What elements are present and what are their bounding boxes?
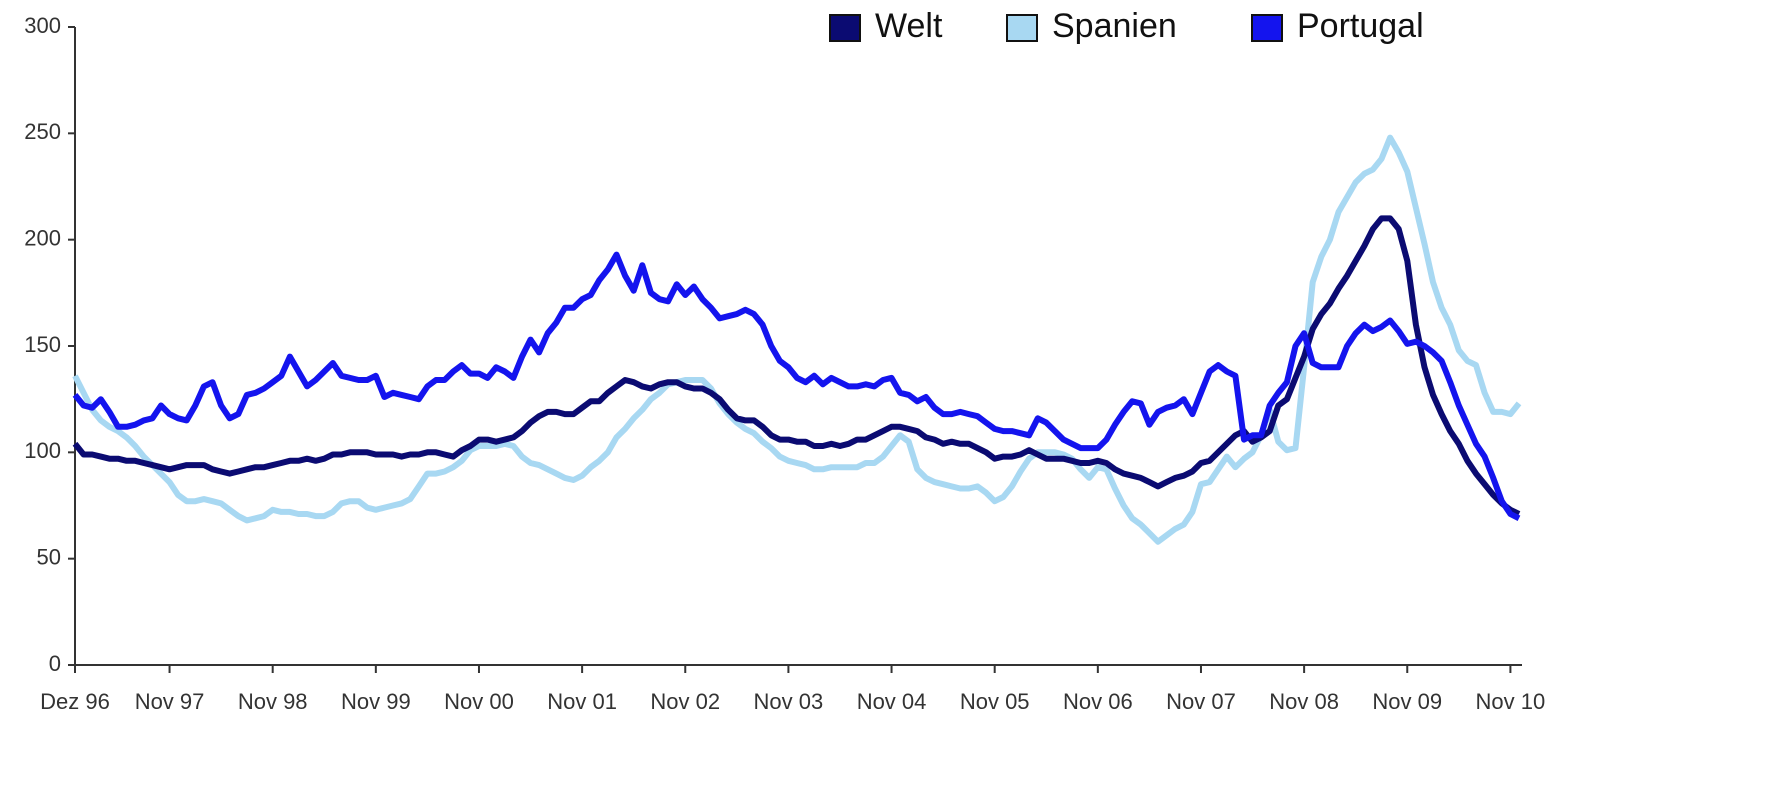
x-tick-label: Nov 00 <box>444 689 514 714</box>
y-tick-label: 200 <box>24 225 61 250</box>
y-tick-label: 150 <box>24 332 61 357</box>
x-tick-label: Nov 05 <box>960 689 1030 714</box>
x-tick-label: Dez 96 <box>40 689 110 714</box>
legend-swatch <box>829 14 861 42</box>
y-tick-label: 0 <box>49 651 61 676</box>
x-tick-label: Nov 97 <box>135 689 205 714</box>
x-tick-label: Nov 04 <box>857 689 927 714</box>
x-tick-label: Nov 10 <box>1476 689 1546 714</box>
legend-label: Spanien <box>1052 7 1177 45</box>
y-tick-label: 100 <box>24 438 61 463</box>
legend-label: Portugal <box>1297 7 1424 45</box>
x-tick-label: Nov 08 <box>1269 689 1339 714</box>
x-tick-label: Nov 98 <box>238 689 308 714</box>
y-tick-label: 250 <box>24 119 61 144</box>
y-tick-label: 300 <box>24 13 61 38</box>
x-tick-label: Nov 99 <box>341 689 411 714</box>
x-tick-label: Nov 03 <box>754 689 824 714</box>
series-line <box>72 134 1522 545</box>
x-tick-label: Nov 02 <box>650 689 720 714</box>
series-line <box>72 251 1521 521</box>
y-tick-label: 50 <box>37 544 61 569</box>
x-tick-label: Nov 06 <box>1063 689 1133 714</box>
series-line <box>72 215 1521 517</box>
x-tick-label: Nov 01 <box>547 689 617 714</box>
x-tick-label: Nov 09 <box>1372 689 1442 714</box>
legend-swatch <box>1006 14 1038 42</box>
legend-swatch <box>1251 14 1283 42</box>
x-tick-label: Nov 07 <box>1166 689 1236 714</box>
legend-label: Welt <box>875 7 943 45</box>
